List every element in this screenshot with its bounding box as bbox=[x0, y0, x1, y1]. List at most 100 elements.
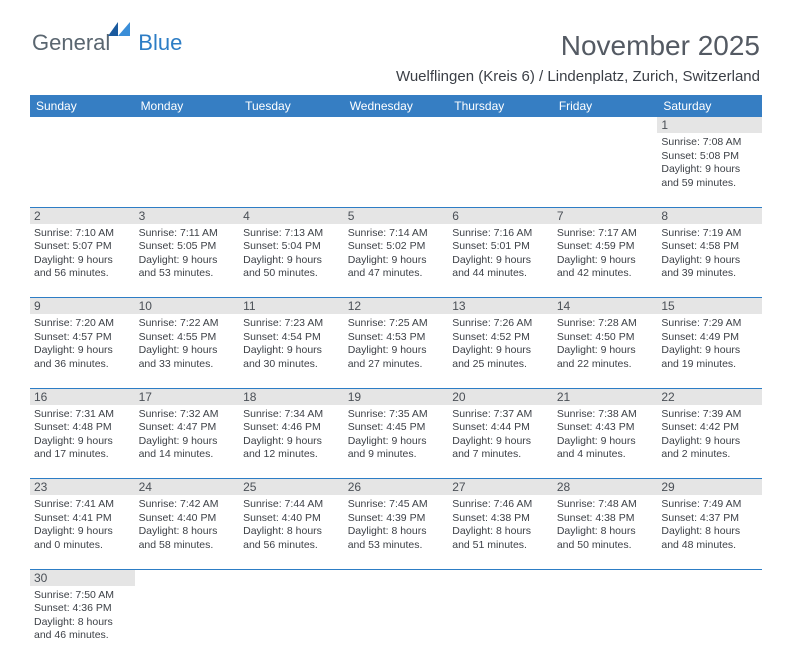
day-cell: Sunrise: 7:48 AMSunset: 4:38 PMDaylight:… bbox=[553, 495, 658, 569]
day-number: 11 bbox=[239, 298, 344, 315]
day-number: 20 bbox=[448, 388, 553, 405]
day-cell bbox=[239, 586, 344, 660]
day-cell: Sunrise: 7:45 AMSunset: 4:39 PMDaylight:… bbox=[344, 495, 449, 569]
day-info: Sunrise: 7:44 AMSunset: 4:40 PMDaylight:… bbox=[243, 498, 340, 553]
day-cell bbox=[344, 133, 449, 207]
day-info: Sunrise: 7:29 AMSunset: 4:49 PMDaylight:… bbox=[661, 317, 758, 372]
day-info: Sunrise: 7:32 AMSunset: 4:47 PMDaylight:… bbox=[139, 408, 236, 463]
day-number: 28 bbox=[553, 479, 658, 496]
calendar-body: 1 Sunrise: 7:08 AMSunset: 5:08 PMDaylight… bbox=[30, 117, 762, 660]
day-info: Sunrise: 7:17 AMSunset: 4:59 PMDaylight:… bbox=[557, 227, 654, 282]
flag-icon bbox=[108, 22, 134, 40]
day-cell bbox=[135, 586, 240, 660]
day-cell: Sunrise: 7:16 AMSunset: 5:01 PMDaylight:… bbox=[448, 224, 553, 298]
logo-text-general: General bbox=[32, 30, 110, 56]
day-cell bbox=[553, 133, 658, 207]
day-info: Sunrise: 7:25 AMSunset: 4:53 PMDaylight:… bbox=[348, 317, 445, 372]
day-number: 17 bbox=[135, 388, 240, 405]
daynum-row: 9101112131415 bbox=[30, 298, 762, 315]
location-text: Wuelflingen (Kreis 6) / Lindenplatz, Zur… bbox=[396, 68, 760, 85]
weekday-header: Monday bbox=[135, 95, 240, 117]
day-number bbox=[135, 117, 240, 133]
day-info: Sunrise: 7:13 AMSunset: 5:04 PMDaylight:… bbox=[243, 227, 340, 282]
day-number bbox=[448, 569, 553, 586]
day-info: Sunrise: 7:08 AMSunset: 5:08 PMDaylight:… bbox=[661, 136, 758, 191]
day-number bbox=[553, 569, 658, 586]
weekday-header: Thursday bbox=[448, 95, 553, 117]
day-number bbox=[344, 117, 449, 133]
day-number bbox=[30, 117, 135, 133]
day-number: 27 bbox=[448, 479, 553, 496]
day-info: Sunrise: 7:39 AMSunset: 4:42 PMDaylight:… bbox=[661, 408, 758, 463]
day-info: Sunrise: 7:31 AMSunset: 4:48 PMDaylight:… bbox=[34, 408, 131, 463]
day-number: 1 bbox=[657, 117, 762, 133]
info-row: Sunrise: 7:41 AMSunset: 4:41 PMDaylight:… bbox=[30, 495, 762, 569]
weekday-header: Sunday bbox=[30, 95, 135, 117]
day-info: Sunrise: 7:26 AMSunset: 4:52 PMDaylight:… bbox=[452, 317, 549, 372]
day-info: Sunrise: 7:37 AMSunset: 4:44 PMDaylight:… bbox=[452, 408, 549, 463]
day-cell bbox=[344, 586, 449, 660]
day-info: Sunrise: 7:42 AMSunset: 4:40 PMDaylight:… bbox=[139, 498, 236, 553]
info-row: Sunrise: 7:08 AMSunset: 5:08 PMDaylight:… bbox=[30, 133, 762, 207]
day-cell: Sunrise: 7:42 AMSunset: 4:40 PMDaylight:… bbox=[135, 495, 240, 569]
page-title: November 2025 bbox=[396, 30, 760, 62]
day-number: 3 bbox=[135, 207, 240, 224]
day-info: Sunrise: 7:11 AMSunset: 5:05 PMDaylight:… bbox=[139, 227, 236, 282]
day-cell bbox=[30, 133, 135, 207]
day-info: Sunrise: 7:22 AMSunset: 4:55 PMDaylight:… bbox=[139, 317, 236, 372]
weekday-header: Wednesday bbox=[344, 95, 449, 117]
day-cell: Sunrise: 7:23 AMSunset: 4:54 PMDaylight:… bbox=[239, 314, 344, 388]
day-cell: Sunrise: 7:08 AMSunset: 5:08 PMDaylight:… bbox=[657, 133, 762, 207]
weekday-header: Friday bbox=[553, 95, 658, 117]
day-number: 14 bbox=[553, 298, 658, 315]
day-info: Sunrise: 7:41 AMSunset: 4:41 PMDaylight:… bbox=[34, 498, 131, 553]
day-cell: Sunrise: 7:49 AMSunset: 4:37 PMDaylight:… bbox=[657, 495, 762, 569]
day-cell bbox=[448, 586, 553, 660]
day-info: Sunrise: 7:10 AMSunset: 5:07 PMDaylight:… bbox=[34, 227, 131, 282]
day-cell: Sunrise: 7:44 AMSunset: 4:40 PMDaylight:… bbox=[239, 495, 344, 569]
info-row: Sunrise: 7:31 AMSunset: 4:48 PMDaylight:… bbox=[30, 405, 762, 479]
day-number bbox=[239, 117, 344, 133]
day-cell: Sunrise: 7:37 AMSunset: 4:44 PMDaylight:… bbox=[448, 405, 553, 479]
day-cell: Sunrise: 7:20 AMSunset: 4:57 PMDaylight:… bbox=[30, 314, 135, 388]
day-info: Sunrise: 7:50 AMSunset: 4:36 PMDaylight:… bbox=[34, 589, 131, 644]
day-cell bbox=[553, 586, 658, 660]
day-cell: Sunrise: 7:35 AMSunset: 4:45 PMDaylight:… bbox=[344, 405, 449, 479]
day-cell: Sunrise: 7:22 AMSunset: 4:55 PMDaylight:… bbox=[135, 314, 240, 388]
day-cell: Sunrise: 7:29 AMSunset: 4:49 PMDaylight:… bbox=[657, 314, 762, 388]
day-number: 10 bbox=[135, 298, 240, 315]
weekday-header: Tuesday bbox=[239, 95, 344, 117]
title-block: November 2025 Wuelflingen (Kreis 6) / Li… bbox=[396, 30, 760, 85]
day-number bbox=[448, 117, 553, 133]
info-row: Sunrise: 7:20 AMSunset: 4:57 PMDaylight:… bbox=[30, 314, 762, 388]
day-cell bbox=[657, 586, 762, 660]
day-cell: Sunrise: 7:46 AMSunset: 4:38 PMDaylight:… bbox=[448, 495, 553, 569]
daynum-row: 30 bbox=[30, 569, 762, 586]
day-cell bbox=[135, 133, 240, 207]
daynum-row: 2345678 bbox=[30, 207, 762, 224]
day-info: Sunrise: 7:46 AMSunset: 4:38 PMDaylight:… bbox=[452, 498, 549, 553]
day-number: 24 bbox=[135, 479, 240, 496]
day-number: 26 bbox=[344, 479, 449, 496]
day-cell: Sunrise: 7:14 AMSunset: 5:02 PMDaylight:… bbox=[344, 224, 449, 298]
day-info: Sunrise: 7:20 AMSunset: 4:57 PMDaylight:… bbox=[34, 317, 131, 372]
day-cell: Sunrise: 7:31 AMSunset: 4:48 PMDaylight:… bbox=[30, 405, 135, 479]
day-info: Sunrise: 7:19 AMSunset: 4:58 PMDaylight:… bbox=[661, 227, 758, 282]
day-cell: Sunrise: 7:34 AMSunset: 4:46 PMDaylight:… bbox=[239, 405, 344, 479]
info-row: Sunrise: 7:50 AMSunset: 4:36 PMDaylight:… bbox=[30, 586, 762, 660]
day-cell: Sunrise: 7:28 AMSunset: 4:50 PMDaylight:… bbox=[553, 314, 658, 388]
day-number: 22 bbox=[657, 388, 762, 405]
day-number: 12 bbox=[344, 298, 449, 315]
day-cell: Sunrise: 7:10 AMSunset: 5:07 PMDaylight:… bbox=[30, 224, 135, 298]
day-cell bbox=[448, 133, 553, 207]
day-cell: Sunrise: 7:39 AMSunset: 4:42 PMDaylight:… bbox=[657, 405, 762, 479]
logo: General Blue bbox=[32, 30, 182, 56]
day-cell bbox=[239, 133, 344, 207]
day-number: 30 bbox=[30, 569, 135, 586]
day-number: 19 bbox=[344, 388, 449, 405]
day-info: Sunrise: 7:48 AMSunset: 4:38 PMDaylight:… bbox=[557, 498, 654, 553]
day-info: Sunrise: 7:28 AMSunset: 4:50 PMDaylight:… bbox=[557, 317, 654, 372]
day-number: 5 bbox=[344, 207, 449, 224]
day-number: 25 bbox=[239, 479, 344, 496]
day-number bbox=[657, 569, 762, 586]
